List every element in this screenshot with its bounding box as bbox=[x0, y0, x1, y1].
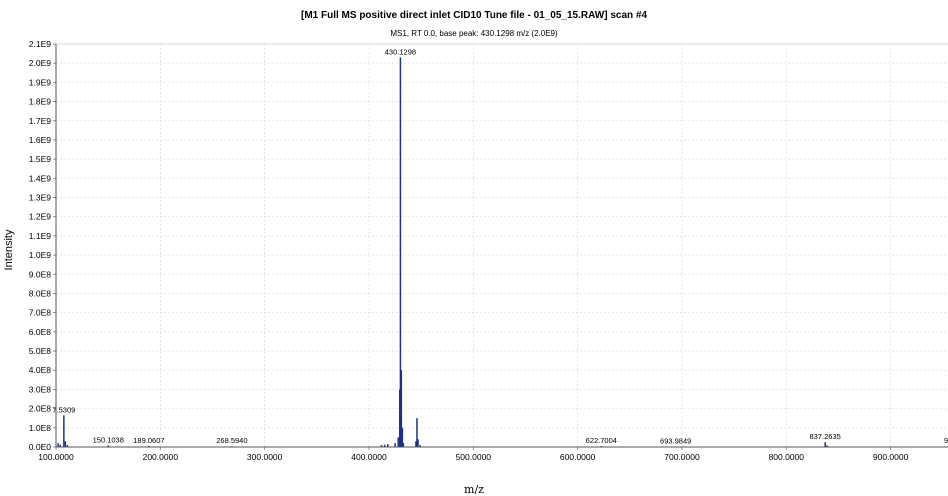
y-tick-label: 3.0E8 bbox=[29, 384, 51, 394]
x-tick-label: 100.0000 bbox=[38, 452, 74, 462]
y-tick-label: 1.5E9 bbox=[29, 154, 51, 164]
peak-bar bbox=[400, 370, 403, 447]
y-tick-label: 1.1E9 bbox=[29, 231, 51, 241]
y-tick-label: 1.2E9 bbox=[29, 212, 51, 222]
y-tick-label: 9.0E8 bbox=[29, 269, 51, 279]
peak-label: 622.7004 bbox=[586, 436, 617, 445]
axes bbox=[55, 43, 948, 448]
peak-bar bbox=[416, 418, 418, 447]
peak-bar bbox=[394, 443, 396, 447]
peak-bar bbox=[107, 445, 110, 447]
peak-bar bbox=[383, 444, 386, 447]
y-tick-label: 4.0E8 bbox=[29, 365, 51, 375]
y-tick-label: 6.0E8 bbox=[29, 327, 51, 337]
peak-bar bbox=[63, 415, 65, 447]
y-tick-label: 1.4E9 bbox=[29, 173, 51, 183]
peak-bar bbox=[417, 439, 419, 447]
peak-bar bbox=[397, 437, 399, 447]
peak-bar bbox=[66, 445, 69, 447]
y-tick-label: 5.0E8 bbox=[29, 346, 51, 356]
y-tick-label: 7.0E8 bbox=[29, 308, 51, 318]
chart-title: [M1 Full MS positive direct inlet CID10 … bbox=[300, 10, 648, 21]
peak-bar bbox=[380, 445, 383, 447]
x-tick-label: 800.0000 bbox=[769, 452, 805, 462]
x-tick-label: 300.0000 bbox=[247, 452, 283, 462]
peak-bar bbox=[59, 444, 61, 447]
peak-bar bbox=[419, 445, 421, 447]
peak-label: 837.2635 bbox=[810, 432, 841, 441]
peak-label: 95( bbox=[944, 436, 948, 445]
peak-label: 150.1038 bbox=[93, 435, 124, 444]
peak-label: 189.0607 bbox=[133, 436, 164, 445]
peak-bar bbox=[64, 441, 67, 447]
peak-bar bbox=[399, 57, 402, 447]
axis-ticks: 0.0E0 1.0E8 2.0E8 3.0E8 4.0E8 5.0E8 6.0E8 7.0E8… bbox=[29, 39, 909, 462]
peak-label: 7.5309 bbox=[52, 405, 75, 414]
x-tick-label: 200.0000 bbox=[143, 452, 179, 462]
y-tick-label: 1.7E9 bbox=[29, 116, 51, 126]
peak-bar bbox=[824, 442, 826, 447]
x-tick-label: 600.0000 bbox=[560, 452, 596, 462]
spectrum-peaks bbox=[57, 57, 948, 447]
peak-bar bbox=[826, 445, 828, 447]
y-tick-label: 1.6E9 bbox=[29, 135, 51, 145]
y-tick-label: 8.0E8 bbox=[29, 288, 51, 298]
x-tick-label: 700.0000 bbox=[664, 452, 700, 462]
y-tick-label: 1.0E8 bbox=[29, 423, 51, 433]
x-tick-label: 400.0000 bbox=[351, 452, 387, 462]
peak-bar bbox=[401, 427, 404, 447]
x-tick-label: 500.0000 bbox=[456, 452, 492, 462]
peak-bar bbox=[402, 443, 405, 447]
y-tick-label: 2.0E9 bbox=[29, 58, 51, 68]
y-tick-label: 1.9E9 bbox=[29, 77, 51, 87]
peak-bar bbox=[415, 441, 417, 447]
chart-subtitle: MS1, RT 0.0, base peak: 430.1298 m/z (2.… bbox=[390, 29, 558, 38]
x-tick-label: 900.0000 bbox=[873, 452, 909, 462]
peak-bar bbox=[148, 445, 150, 447]
y-tick-label: 2.0E8 bbox=[29, 404, 51, 414]
y-tick-label: 1.8E9 bbox=[29, 97, 51, 107]
peak-bar bbox=[57, 443, 59, 447]
grid bbox=[55, 43, 948, 447]
peak-bar bbox=[387, 444, 389, 447]
peak-label: 693.9849 bbox=[660, 436, 691, 445]
y-tick-label: 2.1E9 bbox=[29, 39, 51, 49]
y-tick-label: 1.3E9 bbox=[29, 193, 51, 203]
peak-labels: 7.5309 150.1038 189.0607 268.5940 430.1298 62… bbox=[52, 47, 948, 445]
peak-label: 430.1298 bbox=[385, 47, 416, 56]
y-tick-label: 1.0E9 bbox=[29, 250, 51, 260]
x-axis-label: m/z bbox=[464, 483, 484, 496]
y-tick-label: 0.0E0 bbox=[29, 442, 51, 452]
peak-label: 268.5940 bbox=[216, 436, 247, 445]
